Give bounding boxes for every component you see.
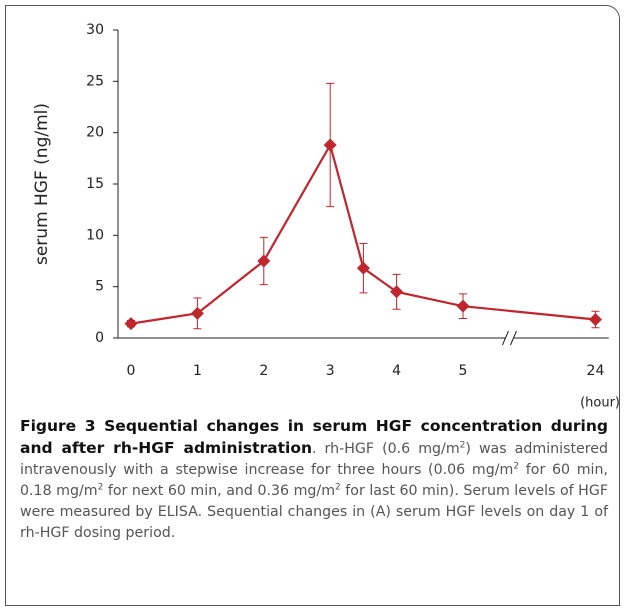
- data-point: [323, 138, 337, 152]
- caption: Figure 3 Sequential changes in serum HGF…: [20, 416, 608, 544]
- x-axis-unit: (hour): [580, 396, 620, 411]
- caption-text: . rh-HGF (0.6 mg/m: [312, 441, 460, 457]
- x-tick-label: 2: [259, 363, 268, 379]
- y-axis-title: serum HGF (ng/ml): [32, 103, 52, 265]
- x-tick-label: 5: [459, 363, 468, 379]
- data-point: [588, 313, 602, 327]
- data-point: [356, 261, 370, 275]
- superscript: 2: [459, 440, 466, 451]
- caption-text: ) was administered intravenously with a …: [20, 441, 609, 478]
- y-tick-label: 20: [86, 125, 104, 141]
- y-tick-label: 10: [86, 227, 104, 243]
- data-point: [390, 285, 404, 299]
- superscript: 2: [513, 461, 520, 472]
- x-tick-label: 0: [127, 363, 136, 379]
- caption-body: . rh-HGF (0.6 mg/m2) was administered in…: [20, 441, 608, 541]
- y-tick-label: 15: [86, 176, 104, 192]
- x-tick-label: 1: [193, 363, 202, 379]
- y-tick-label: 5: [95, 279, 104, 295]
- figure-frame: [5, 5, 620, 606]
- data-point: [190, 306, 204, 320]
- y-tick-label: 25: [86, 73, 104, 89]
- x-tick-label: 24: [587, 363, 605, 379]
- data-point: [456, 299, 470, 313]
- caption-text: for 60 min, 0.18 mg/m: [20, 462, 609, 499]
- superscript: 2: [335, 482, 341, 493]
- superscript: 2: [97, 482, 104, 493]
- y-tick-label: 30: [86, 22, 104, 38]
- caption-text: for last 60 min). Serum levels of HGF we…: [20, 483, 608, 541]
- axis-break: [502, 330, 509, 346]
- axis-break: [510, 330, 517, 346]
- data-point: [124, 317, 138, 331]
- caption-title: Figure 3 Sequential changes in serum HGF…: [20, 417, 608, 457]
- data-line: [130, 142, 596, 325]
- y-tick-label: 0: [95, 330, 104, 346]
- caption-text: for next 60 min, and 0.36 mg/m: [103, 483, 336, 499]
- data-point: [257, 254, 271, 268]
- x-tick-label: 4: [392, 363, 401, 379]
- x-tick-label: 3: [326, 363, 335, 379]
